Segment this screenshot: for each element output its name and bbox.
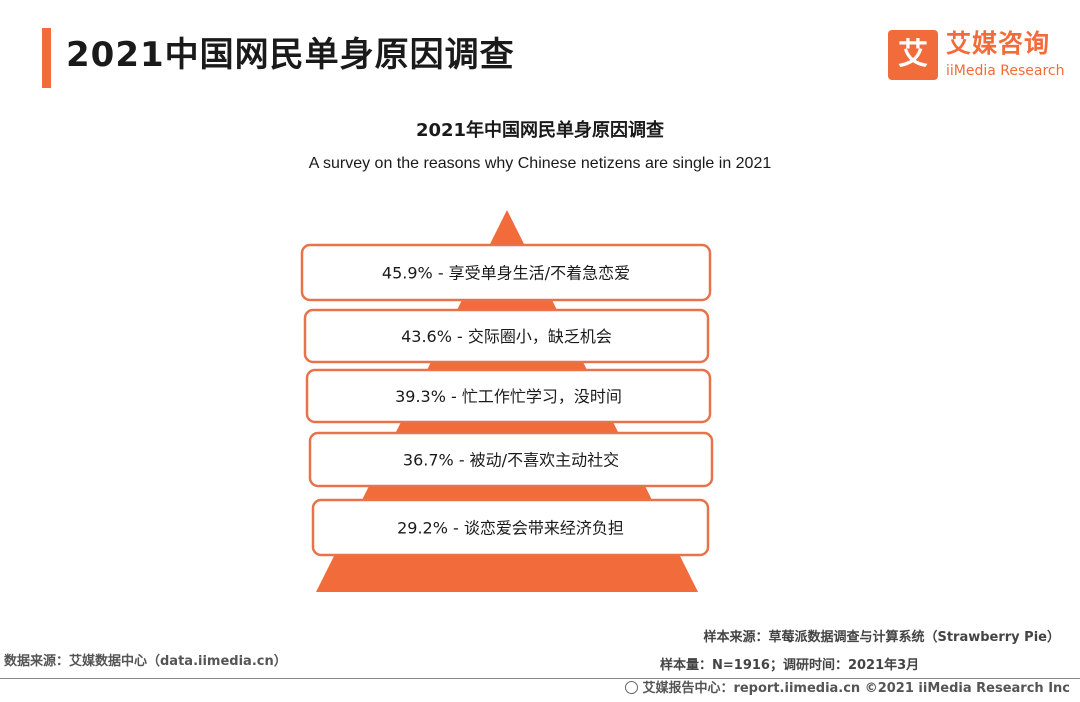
page-title: 2021中国网民单身原因调查 — [66, 35, 515, 75]
pyramid-level-label: 36.7% - 被动/不喜欢主动社交 — [403, 451, 619, 470]
pyramid-level-label: 45.9% - 享受单身生活/不着急恋爱 — [382, 264, 630, 283]
pyramid-level-box — [303, 308, 710, 364]
pyramid-level-box — [305, 368, 712, 424]
chart-subtitle: A survey on the reasons why Chinese neti… — [308, 155, 772, 172]
title-accent-bar — [42, 28, 51, 88]
iimedia-logo: 艾 艾媒咨询 iiMedia Research — [888, 28, 1068, 84]
pyramid-level-box — [311, 498, 710, 557]
pyramid-level-box — [300, 243, 712, 302]
data-source: 数据来源：艾媒数据中心（data.iimedia.cn） — [4, 654, 287, 669]
report-center-text: 艾媒报告中心：report.iimedia.cn ©2021 iiMedia R… — [642, 681, 1070, 696]
report-center: 艾媒报告中心：report.iimedia.cn ©2021 iiMedia R… — [625, 679, 1070, 699]
sample-size: 样本量：N=1916；调研时间：2021年3月 — [660, 658, 920, 673]
globe-icon — [625, 681, 639, 694]
pyramid-level-box — [308, 431, 714, 488]
chart-title: 2021年中国网民单身原因调查 — [415, 120, 665, 141]
footer-divider — [0, 678, 1080, 679]
logo-name-cn: 艾媒咨询 — [946, 29, 1051, 58]
iimedia-logo-icon: 艾 — [888, 30, 938, 80]
pyramid-level-label: 39.3% - 忙工作忙学习，没时间 — [395, 387, 622, 406]
sample-source: 样本来源：草莓派数据调查与计算系统（Strawberry Pie） — [703, 630, 1060, 645]
logo-name-en: iiMedia Research — [946, 63, 1065, 79]
pyramid-level-label: 29.2% - 谈恋爱会带来经济负担 — [397, 519, 624, 538]
pyramid-level-label: 43.6% - 交际圈小，缺乏机会 — [401, 327, 612, 346]
